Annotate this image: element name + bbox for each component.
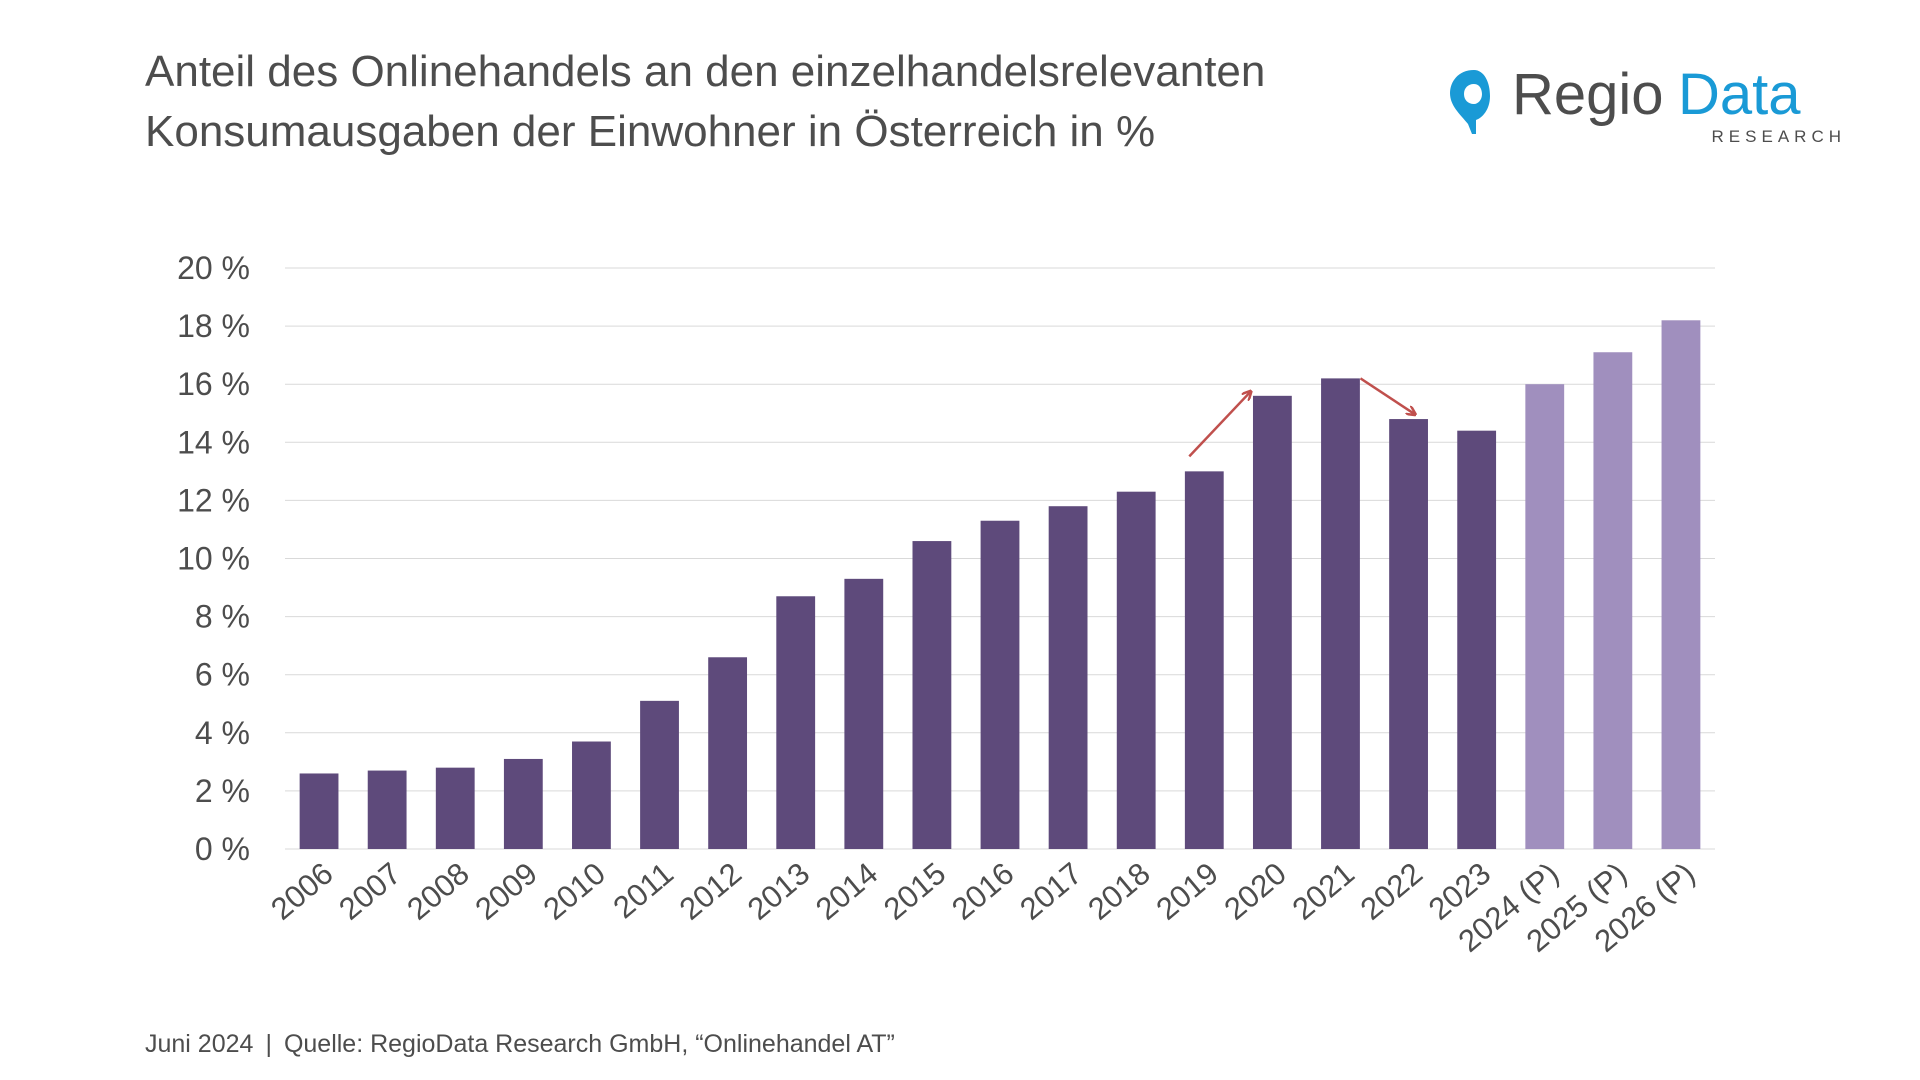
x-axis-ticks: 2006200720082009201020112012201320142015… bbox=[264, 856, 1701, 959]
bar-2012 bbox=[708, 657, 748, 849]
bars bbox=[299, 320, 1701, 849]
logo-brand-data: Data bbox=[1678, 62, 1801, 127]
chart-title-line1: Anteil des Onlinehandels an den einzelha… bbox=[145, 47, 1266, 96]
footer-source: Quelle: RegioData Research GmbH, “Online… bbox=[283, 1030, 895, 1058]
chart-title: Anteil des Onlinehandels an den einzelha… bbox=[145, 42, 1395, 162]
x-tick-label: 2007 bbox=[332, 856, 407, 927]
bar-2010 bbox=[572, 741, 611, 849]
bar-2013 bbox=[776, 596, 816, 849]
y-tick-label: 10 % bbox=[177, 541, 250, 577]
bar-2016 bbox=[980, 520, 1020, 849]
y-tick-label: 2 % bbox=[195, 773, 250, 809]
x-tick-label: 2019 bbox=[1149, 856, 1224, 927]
footer-date: Juni 2024 bbox=[145, 1030, 254, 1058]
x-tick-label: 2020 bbox=[1218, 856, 1293, 927]
x-tick-label: 2017 bbox=[1013, 856, 1088, 927]
bar-2019 bbox=[1184, 471, 1224, 849]
x-tick-label: 2013 bbox=[741, 856, 816, 927]
x-tick-label: 2022 bbox=[1354, 856, 1429, 927]
bar-2020 bbox=[1252, 395, 1292, 849]
regiodata-logo: Regio Data RESEARCH bbox=[1450, 62, 1846, 146]
logo-subtitle: RESEARCH bbox=[1712, 127, 1846, 146]
chart-title-line2: Konsumausgaben der Einwohner in Österrei… bbox=[145, 107, 1156, 156]
footer: Juni 2024 | Quelle: RegioData Research Gmb… bbox=[145, 1030, 895, 1059]
arrow-up-icon bbox=[1188, 392, 1250, 458]
bar-2007 bbox=[367, 770, 407, 849]
y-tick-label: 12 % bbox=[177, 482, 250, 518]
location-pin-icon bbox=[1450, 70, 1490, 134]
x-tick-label: 2015 bbox=[877, 856, 952, 927]
bar-2018 bbox=[1116, 491, 1156, 849]
x-tick-label: 2009 bbox=[469, 856, 544, 927]
bar-2014 bbox=[844, 578, 884, 849]
bar-2015 bbox=[912, 541, 952, 849]
x-tick-label: 2011 bbox=[606, 856, 680, 926]
logo-brand-regio: Regio bbox=[1512, 62, 1664, 127]
y-tick-label: 0 % bbox=[195, 831, 250, 867]
bar-2024-P bbox=[1525, 384, 1565, 849]
y-tick-label: 14 % bbox=[177, 424, 250, 460]
y-tick-label: 8 % bbox=[195, 599, 250, 635]
y-axis-ticks: 0 % 2 % 4 % 6 % 8 % 10 % 12 % 14 % 16 % 18 % 20 % bbox=[177, 250, 250, 867]
x-tick-label: 2010 bbox=[537, 856, 612, 927]
y-tick-label: 6 % bbox=[195, 657, 250, 693]
x-tick-label: 2014 bbox=[809, 856, 884, 927]
bar-2008 bbox=[435, 767, 475, 849]
bar-2023 bbox=[1457, 430, 1497, 849]
bar-2026-P bbox=[1661, 320, 1701, 849]
bar-2009 bbox=[503, 758, 543, 849]
bar-2025-P bbox=[1593, 352, 1633, 849]
footer-separator: | bbox=[265, 1030, 272, 1058]
y-tick-label: 16 % bbox=[177, 366, 250, 402]
bar-2021 bbox=[1321, 378, 1360, 849]
bar-2011 bbox=[640, 700, 679, 849]
x-tick-label: 2012 bbox=[673, 856, 748, 927]
x-tick-label: 2006 bbox=[264, 856, 339, 927]
bar-2017 bbox=[1048, 506, 1088, 849]
bar-2022 bbox=[1389, 419, 1428, 849]
annotations bbox=[1188, 377, 1414, 458]
x-tick-label: 2018 bbox=[1081, 856, 1156, 927]
x-tick-label: 2021 bbox=[1286, 856, 1361, 927]
y-tick-label: 4 % bbox=[195, 715, 250, 751]
x-tick-label: 2016 bbox=[945, 856, 1020, 927]
y-tick-label: 18 % bbox=[177, 308, 250, 344]
x-tick-label: 2008 bbox=[400, 856, 475, 927]
bar-2006 bbox=[299, 773, 339, 849]
arrow-down-icon bbox=[1359, 377, 1414, 414]
y-tick-label: 20 % bbox=[177, 250, 250, 286]
